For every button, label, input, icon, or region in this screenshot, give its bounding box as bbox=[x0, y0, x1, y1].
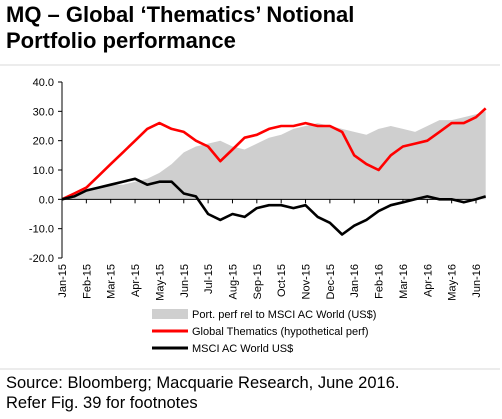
x-tick-label: Jul-15 bbox=[203, 264, 215, 294]
legend-label: Global Thematics (hypothetical perf) bbox=[192, 326, 369, 338]
x-tick-label: Oct-15 bbox=[276, 264, 288, 297]
x-tick-label: May-16 bbox=[447, 264, 459, 301]
x-tick-label: Apr-15 bbox=[130, 264, 142, 297]
x-tick-label: Aug-15 bbox=[227, 264, 239, 299]
y-tick-label: -20.0 bbox=[29, 253, 54, 265]
x-tick-label: Jun-16 bbox=[471, 264, 483, 298]
x-tick-label: Feb-15 bbox=[81, 264, 93, 299]
y-tick-label: 10.0 bbox=[33, 165, 54, 177]
x-tick-label: Nov-15 bbox=[301, 264, 313, 299]
chart-title: MQ – Global ‘Thematics’ Notional Portfol… bbox=[6, 2, 354, 54]
line-chart: -20.0 -10.0 0.0 10.0 20.0 30.0 40.0 Jan-15 Feb-1… bbox=[29, 77, 487, 355]
source-note: Source: Bloomberg; Macquarie Research, J… bbox=[6, 373, 399, 413]
legend-label: Port. perf rel to MSCI AC World (US$) bbox=[192, 309, 376, 321]
chart-panel: -20.0 -10.0 0.0 10.0 20.0 30.0 40.0 Jan-15 Feb-1… bbox=[0, 64, 500, 370]
chart-title-line2: Portfolio performance bbox=[6, 28, 236, 53]
series-area-port-perf bbox=[62, 111, 486, 200]
x-tick-label: May-15 bbox=[154, 264, 166, 301]
chart-title-line1: MQ – Global ‘Thematics’ Notional bbox=[6, 2, 355, 27]
y-tick-label: 30.0 bbox=[33, 106, 54, 118]
source-line2: Refer Fig. 39 for footnotes bbox=[6, 394, 198, 412]
x-tick-label: Mar-16 bbox=[398, 264, 410, 299]
x-tick-label: Sep-15 bbox=[252, 264, 264, 299]
x-tick-label: Jan-15 bbox=[57, 264, 69, 298]
y-tick-label: 40.0 bbox=[33, 77, 54, 89]
x-tick-label: Mar-15 bbox=[106, 264, 118, 299]
y-tick-label: 0.0 bbox=[39, 194, 54, 206]
legend-swatch-area bbox=[152, 309, 188, 319]
x-tick-label: Jun-15 bbox=[179, 264, 191, 298]
source-line1: Source: Bloomberg; Macquarie Research, J… bbox=[6, 374, 400, 392]
legend-label: MSCI AC World US$ bbox=[192, 343, 293, 355]
series-line-global-thematics bbox=[61, 107, 487, 201]
y-tick-label: -10.0 bbox=[29, 224, 54, 236]
series-line-msci bbox=[61, 177, 487, 236]
y-tick-label: 20.0 bbox=[33, 136, 54, 148]
x-tick-label: Dec-15 bbox=[325, 264, 337, 299]
x-tick-label: Jan-16 bbox=[349, 264, 361, 298]
x-tick-label: Feb-16 bbox=[374, 264, 386, 299]
x-tick-label: Apr-16 bbox=[422, 264, 434, 297]
